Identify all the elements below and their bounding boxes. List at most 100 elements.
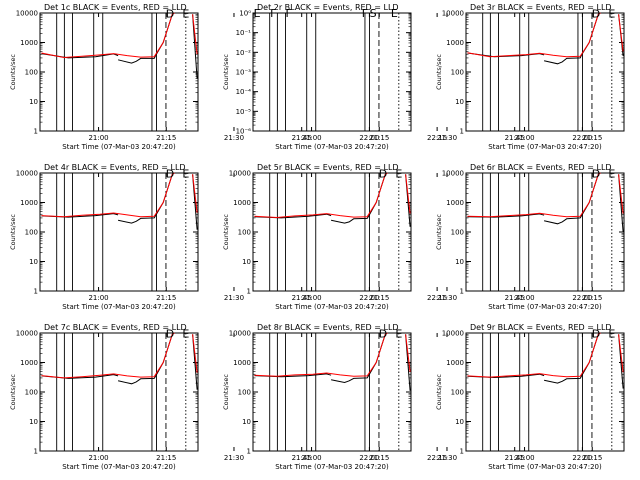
chart-7-ytick-label: 100: [25, 389, 38, 397]
chart-9-xtick-label: 21:00: [514, 454, 534, 462]
chart-5-xtick-label: 21:45: [505, 294, 525, 302]
chart-2-xtick-label: 21:45: [505, 134, 525, 142]
chart-5-ytick-label: 1000: [233, 199, 251, 207]
chart-5-ytick-label: 1: [247, 288, 251, 296]
chart-5-ylabel: Counts/sec: [222, 214, 230, 250]
chart-9-xtick-label: 21:15: [582, 454, 602, 462]
chart-5-xtick-label: 21:15: [369, 294, 389, 302]
chart-7-xtick-label: 21:30: [224, 454, 244, 462]
chart-6-xlabel: Start Time (07-Mar-03 20:47:20): [488, 303, 602, 311]
chart-4-xlabel: Start Time (07-Mar-03 20:47:20): [62, 303, 176, 311]
chart-2-frame: [252, 12, 412, 132]
chart-3-series-lld: [618, 14, 624, 52]
chart-2-ytick-label: 10⁻⁴: [236, 88, 252, 96]
chart-4-xtick-label: 21:15: [156, 294, 176, 302]
chart-8-xtick-label: 21:15: [369, 454, 389, 462]
chart-8-panel: Det 8r BLACK = Events, RED = LLD 1 10 100 10…: [222, 323, 593, 471]
chart-6-letter: D: [592, 167, 600, 180]
chart-7-letter: E: [182, 327, 189, 340]
chart-4-xtick-label: 22:15: [427, 294, 447, 302]
chart-2-ytick-label: 10⁰: [239, 10, 251, 18]
chart-2-xlabel: Start Time (07-Mar-03 20:47:20): [275, 143, 389, 151]
chart-7-xtick-label: 21:00: [88, 454, 108, 462]
chart-6-ytick-label: 1000: [446, 199, 464, 207]
chart-3-ytick-label: 10: [455, 98, 464, 106]
chart-3-frame: [465, 12, 625, 132]
chart-8-letter: E: [395, 327, 402, 340]
chart-5-xtick-label: 22:00: [572, 294, 592, 302]
chart-7-xtick-label: 22:15: [427, 454, 447, 462]
chart-7-ylabel: Counts/sec: [9, 374, 17, 410]
chart-7-xtick-label: 21:15: [156, 454, 176, 462]
chart-7-ytick-label: 10: [29, 418, 38, 426]
chart-5-ytick-label: 10000: [229, 170, 251, 178]
chart-2-xtick-label: 21:30: [437, 134, 457, 142]
chart-5-ytick-label: 10: [242, 258, 251, 266]
chart-9-ytick-label: 10000: [442, 330, 464, 338]
chart-1-frame: [39, 12, 199, 132]
chart-9-ytick-label: 1000: [446, 359, 464, 367]
chart-4-title: Det 4r BLACK = Events, RED = LLD: [44, 163, 186, 172]
chart-3-title: Det 3r BLACK = Events, RED = LLD: [470, 3, 612, 12]
chart-9-letter: D: [592, 327, 600, 340]
chart-7-ytick-label: 10000: [16, 330, 38, 338]
chart-8-letter: D: [379, 327, 387, 340]
chart-8-ytick-label: 100: [238, 389, 251, 397]
chart-9-series-lld: [467, 332, 601, 378]
chart-3-ytick-label: 1000: [446, 39, 464, 47]
chart-4-xtick-label: 21:45: [292, 294, 312, 302]
chart-4-panel: Det 4r BLACK = Events, RED = LLD 1 10 100 10…: [9, 163, 447, 311]
chart-8-ylabel: Counts/sec: [222, 374, 230, 410]
chart-4-frame: [39, 172, 199, 292]
chart-4-series-events: [117, 172, 175, 224]
chart-7-letter: D: [166, 327, 174, 340]
chart-1-series-lld: [192, 14, 198, 55]
chart-2-letter: F: [362, 7, 368, 20]
chart-5-series-lld: [405, 174, 411, 214]
chart-7-ytick-label: 1: [34, 448, 38, 456]
chart-5-panel: Det 5r BLACK = Events, RED = LLD 1 10 100 10…: [222, 163, 593, 311]
chart-3-ytick-label: 1: [460, 128, 464, 136]
chart-3-letter: E: [608, 7, 615, 20]
chart-2-ylabel: Counts/sec: [222, 54, 230, 90]
chart-3-letter: D: [592, 7, 600, 20]
chart-3-ytick-label: 10000: [442, 10, 464, 18]
chart-5-xlabel: Start Time (07-Mar-03 20:47:20): [275, 303, 389, 311]
chart-9-xlabel: Start Time (07-Mar-03 20:47:20): [488, 463, 602, 471]
chart-9-letter: E: [608, 327, 615, 340]
chart-4-letter: D: [166, 167, 174, 180]
chart-6-frame: [465, 172, 625, 292]
chart-7-xtick-label: 21:45: [292, 454, 312, 462]
chart-6-letter: E: [608, 167, 615, 180]
chart-2-letter: E: [391, 7, 398, 20]
chart-6-xtick-label: 21:15: [582, 294, 602, 302]
chart-4-ytick-label: 1: [34, 288, 38, 296]
chart-1-series-lld: [41, 12, 175, 59]
chart-9-panel: Det 9r BLACK = Events, RED = LLD 1 10 100 10…: [435, 323, 625, 471]
chart-2-ytick-label: 10⁻²: [236, 49, 252, 57]
chart-1-xlabel: Start Time (07-Mar-03 20:47:20): [62, 143, 176, 151]
chart-1-title: Det 1c BLACK = Events, RED = LLD: [44, 3, 187, 12]
chart-7-title: Det 7c BLACK = Events, RED = LLD: [44, 323, 187, 332]
chart-3-ytick-label: 100: [451, 69, 464, 77]
chart-9-ylabel: Counts/sec: [435, 374, 443, 410]
chart-9-ytick-label: 10: [455, 418, 464, 426]
chart-2-panel: Det 2r BLACK = Events, RED = LLD 10⁰ 10⁻¹ 1…: [222, 3, 593, 151]
chart-5-letter: E: [395, 167, 402, 180]
chart-1-ytick-label: 10: [29, 98, 38, 106]
chart-8-ytick-label: 1: [247, 448, 251, 456]
chart-1-xtick-label: 21:00: [88, 134, 108, 142]
chart-2-ytick-label: 10⁻³: [236, 69, 252, 77]
chart-9-ytick-label: 1: [460, 448, 464, 456]
chart-7-ytick-label: 1000: [20, 359, 38, 367]
chart-1-ytick-label: 10000: [16, 10, 38, 18]
chart-1-xtick-label: 21:15: [156, 134, 176, 142]
chart-8-series-lld: [405, 334, 411, 372]
chart-1-ytick-label: 100: [25, 69, 38, 77]
chart-6-series-lld: [467, 172, 601, 218]
chart-5-letter: D: [379, 167, 387, 180]
chart-4-ytick-label: 10000: [16, 170, 38, 178]
chart-2-xtick-label: 21:15: [369, 134, 389, 142]
chart-1-ylabel: Counts/sec: [9, 54, 17, 90]
chart-6-series-lld: [618, 174, 624, 214]
